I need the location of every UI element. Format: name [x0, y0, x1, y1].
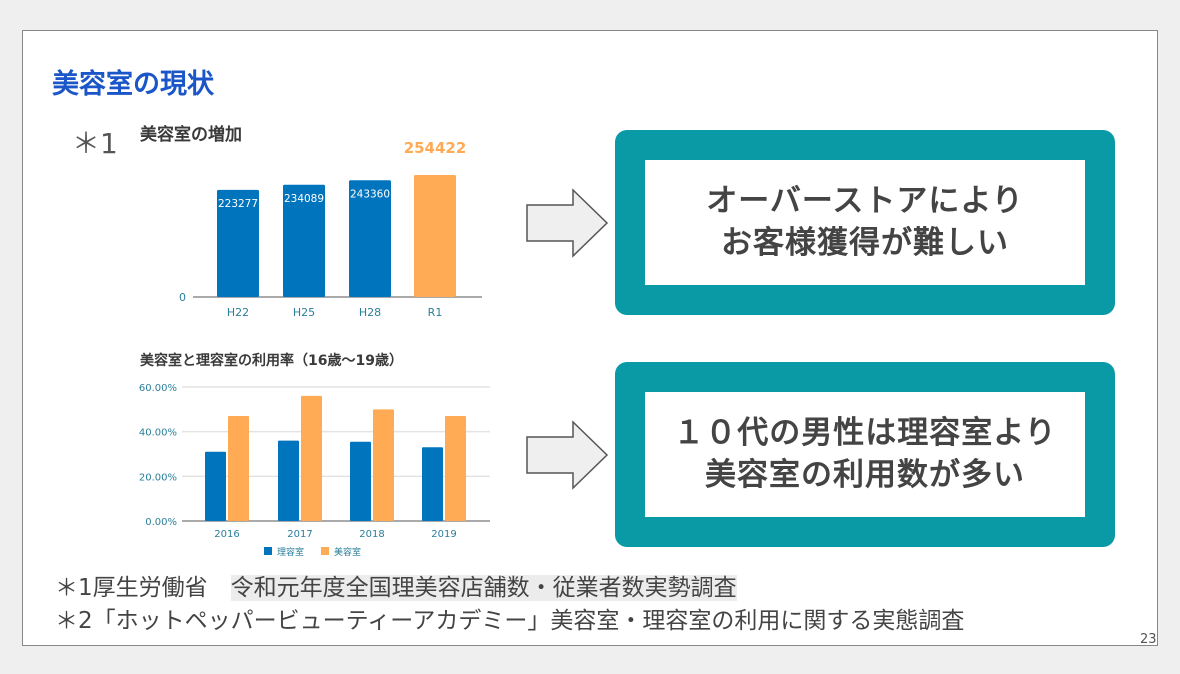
footnote-1: ＊1厚生労働省 令和元年度全国理美容店舗数・従業者数実勢調査 [55, 568, 737, 602]
legend-swatch [321, 547, 329, 555]
y-tick-label: 60.00% [139, 383, 177, 394]
bar [414, 175, 456, 297]
x-tick-label: 2019 [431, 529, 456, 540]
y-tick-label: 0 [179, 291, 186, 304]
arrow-right-icon [526, 188, 609, 258]
callout-overstore: オーバーストアにより お客様獲得が難しい [615, 130, 1115, 315]
callout-line: オーバーストアにより [706, 182, 1024, 219]
data-label: 254422 [404, 139, 467, 157]
y-tick-label: 0.00% [145, 517, 177, 528]
y-tick-label: 20.00% [139, 472, 177, 483]
slide-title: 美容室の現状 [52, 69, 214, 100]
x-tick-label: H25 [293, 306, 315, 319]
bar-barbershop [422, 447, 443, 521]
arrow-right-icon [526, 420, 609, 490]
x-tick-label: H22 [227, 306, 249, 319]
chart1-title: 美容室の増加 [140, 125, 242, 145]
bar-beauty-salon [445, 416, 466, 521]
callout-teen-males: １０代の男性は理容室より 美容室の利用数が多い [615, 362, 1115, 547]
data-label: 243360 [350, 188, 390, 200]
bar-barbershop [350, 441, 371, 521]
legend-label: 美容室 [334, 546, 361, 558]
bar-beauty-salon [301, 395, 322, 521]
bar [283, 184, 325, 297]
chart2-title: 美容室と理容室の利用率（16歳～19歳） [140, 353, 403, 369]
legend-swatch [264, 547, 272, 555]
bar-barbershop [205, 451, 226, 521]
footnote-1-source: 令和元年度全国理美容店舗数・従業者数実勢調査 [230, 575, 737, 601]
bar-beauty-salon [228, 416, 249, 521]
page-number: 23 [1140, 632, 1157, 647]
bar-barbershop [278, 440, 299, 521]
footnote-2: ＊2「ホットペッパービューティーアカデミー」美容室・理容室の利用に関する実態調査 [55, 608, 965, 634]
bar [349, 180, 391, 297]
x-tick-label: 2016 [214, 529, 239, 540]
x-tick-label: H28 [359, 306, 381, 319]
footnote-marker: ＊1 [72, 127, 118, 160]
callout-line: お客様獲得が難しい [721, 224, 1009, 261]
footnote-1-prefix: ＊1厚生労働省 [55, 575, 231, 601]
x-tick-label: R1 [428, 306, 443, 319]
x-tick-label: 2018 [359, 529, 384, 540]
data-label: 223277 [218, 198, 258, 210]
callout-line: 美容室の利用数が多い [704, 456, 1025, 493]
x-tick-label: 2017 [287, 529, 312, 540]
bar-beauty-salon [373, 409, 394, 521]
data-label: 234089 [284, 193, 324, 205]
callout-line: １０代の男性は理容室より [673, 414, 1057, 451]
bar [217, 189, 259, 297]
legend-label: 理容室 [277, 546, 304, 558]
y-tick-label: 40.00% [139, 428, 177, 439]
